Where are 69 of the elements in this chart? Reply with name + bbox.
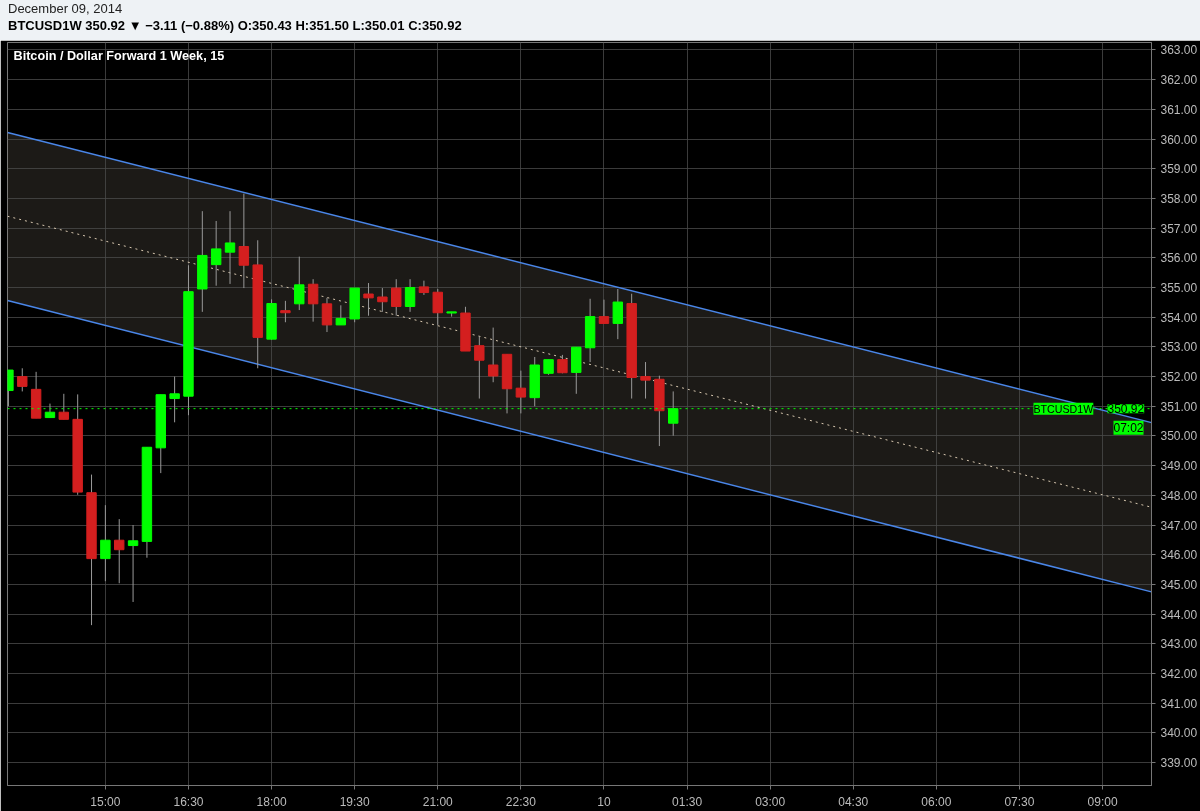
y-tick-label: 351.00 [1160, 399, 1198, 414]
candlestick [515, 370, 527, 414]
y-tick-label: 340.00 [1160, 726, 1198, 741]
candlestick [58, 393, 70, 420]
y-tick-label: 344.00 [1160, 607, 1198, 622]
candlestick [114, 518, 125, 584]
y-tick-label: 341.00 [1160, 696, 1198, 711]
candlestick [474, 335, 485, 400]
x-tick-label: 07:30 [1004, 794, 1035, 809]
x-tick-label: 03:00 [755, 794, 786, 809]
candlestick [404, 278, 416, 313]
y-tick-label: 346.00 [1160, 548, 1198, 563]
y-tick-label: 362.00 [1160, 73, 1198, 88]
x-tick-label: 19:30 [339, 794, 371, 809]
candlestick [335, 304, 347, 326]
candlestick [377, 287, 388, 313]
y-tick-label: 352.00 [1160, 370, 1198, 385]
candlestick [224, 210, 236, 285]
x-tick-label: 10 [597, 794, 611, 809]
y-tick-label: 353.00 [1160, 340, 1198, 355]
x-tick-label: 21:00 [422, 794, 454, 809]
y-tick-label: 359.00 [1160, 162, 1198, 177]
y-tick-label: 349.00 [1160, 459, 1198, 474]
y-tick-label: 343.00 [1160, 637, 1198, 652]
x-tick-label: 18:00 [256, 794, 287, 809]
chart-subtitle: BTCUSD1W 350.92 ▼ −3.11 (−0.88%) O:350.43 H:351.50 L:350.01 C:350.92 [8, 17, 462, 34]
candlestick [307, 278, 319, 323]
y-tick-label: 363.00 [1160, 43, 1198, 58]
candlestick [280, 300, 291, 323]
y-tick-label: 339.00 [1160, 756, 1198, 771]
x-tick-label: 16:30 [173, 794, 204, 809]
y-tick-label: 345.00 [1160, 577, 1198, 592]
y-tick-label: 358.00 [1160, 191, 1198, 206]
y-tick-label: 357.00 [1160, 221, 1198, 236]
candlestick [363, 282, 374, 317]
y-tick-label: 361.00 [1160, 102, 1198, 117]
candlestick [17, 367, 28, 392]
x-tick-label: 04:30 [838, 794, 869, 809]
candlestick [612, 288, 624, 340]
y-tick-label: 350.00 [1160, 429, 1198, 444]
candlestick [100, 504, 111, 582]
candlestick [432, 288, 443, 326]
candlestick [321, 297, 333, 333]
text: December 09, 2014 [8, 0, 124, 17]
text: Bitcoin / Dollar Forward 1 Week, 15 [13, 48, 225, 63]
x-tick-label: 15:00 [90, 794, 121, 809]
candlestick [640, 361, 651, 400]
candlestick [598, 299, 610, 324]
candlestick [238, 193, 250, 289]
y-tick-label: 356.00 [1160, 251, 1198, 266]
y-tick-label: 342.00 [1160, 667, 1198, 682]
candlestick [210, 220, 222, 287]
x-tick-label: 01:30 [672, 794, 703, 809]
candlestick [391, 278, 402, 317]
y-tick-label: 354.00 [1160, 310, 1198, 325]
y-tick-label: 360.00 [1160, 132, 1198, 147]
y-tick-label: 348.00 [1160, 488, 1198, 503]
candlestick [418, 280, 430, 296]
annotation: 07:02 [1113, 420, 1144, 435]
candlestick [127, 524, 139, 603]
x-tick-label: 09:00 [1087, 794, 1118, 809]
x-tick-label: 22:30 [505, 794, 537, 809]
candlestick [487, 327, 499, 383]
y-tick-label: 347.00 [1160, 518, 1198, 533]
y-tick-label: 355.00 [1160, 280, 1198, 295]
candlestick [294, 256, 305, 311]
annotation: BTCUSD1W [1033, 402, 1095, 415]
ref-line-label: 350.92 [1107, 402, 1145, 417]
x-tick-label: 06:00 [921, 794, 952, 809]
